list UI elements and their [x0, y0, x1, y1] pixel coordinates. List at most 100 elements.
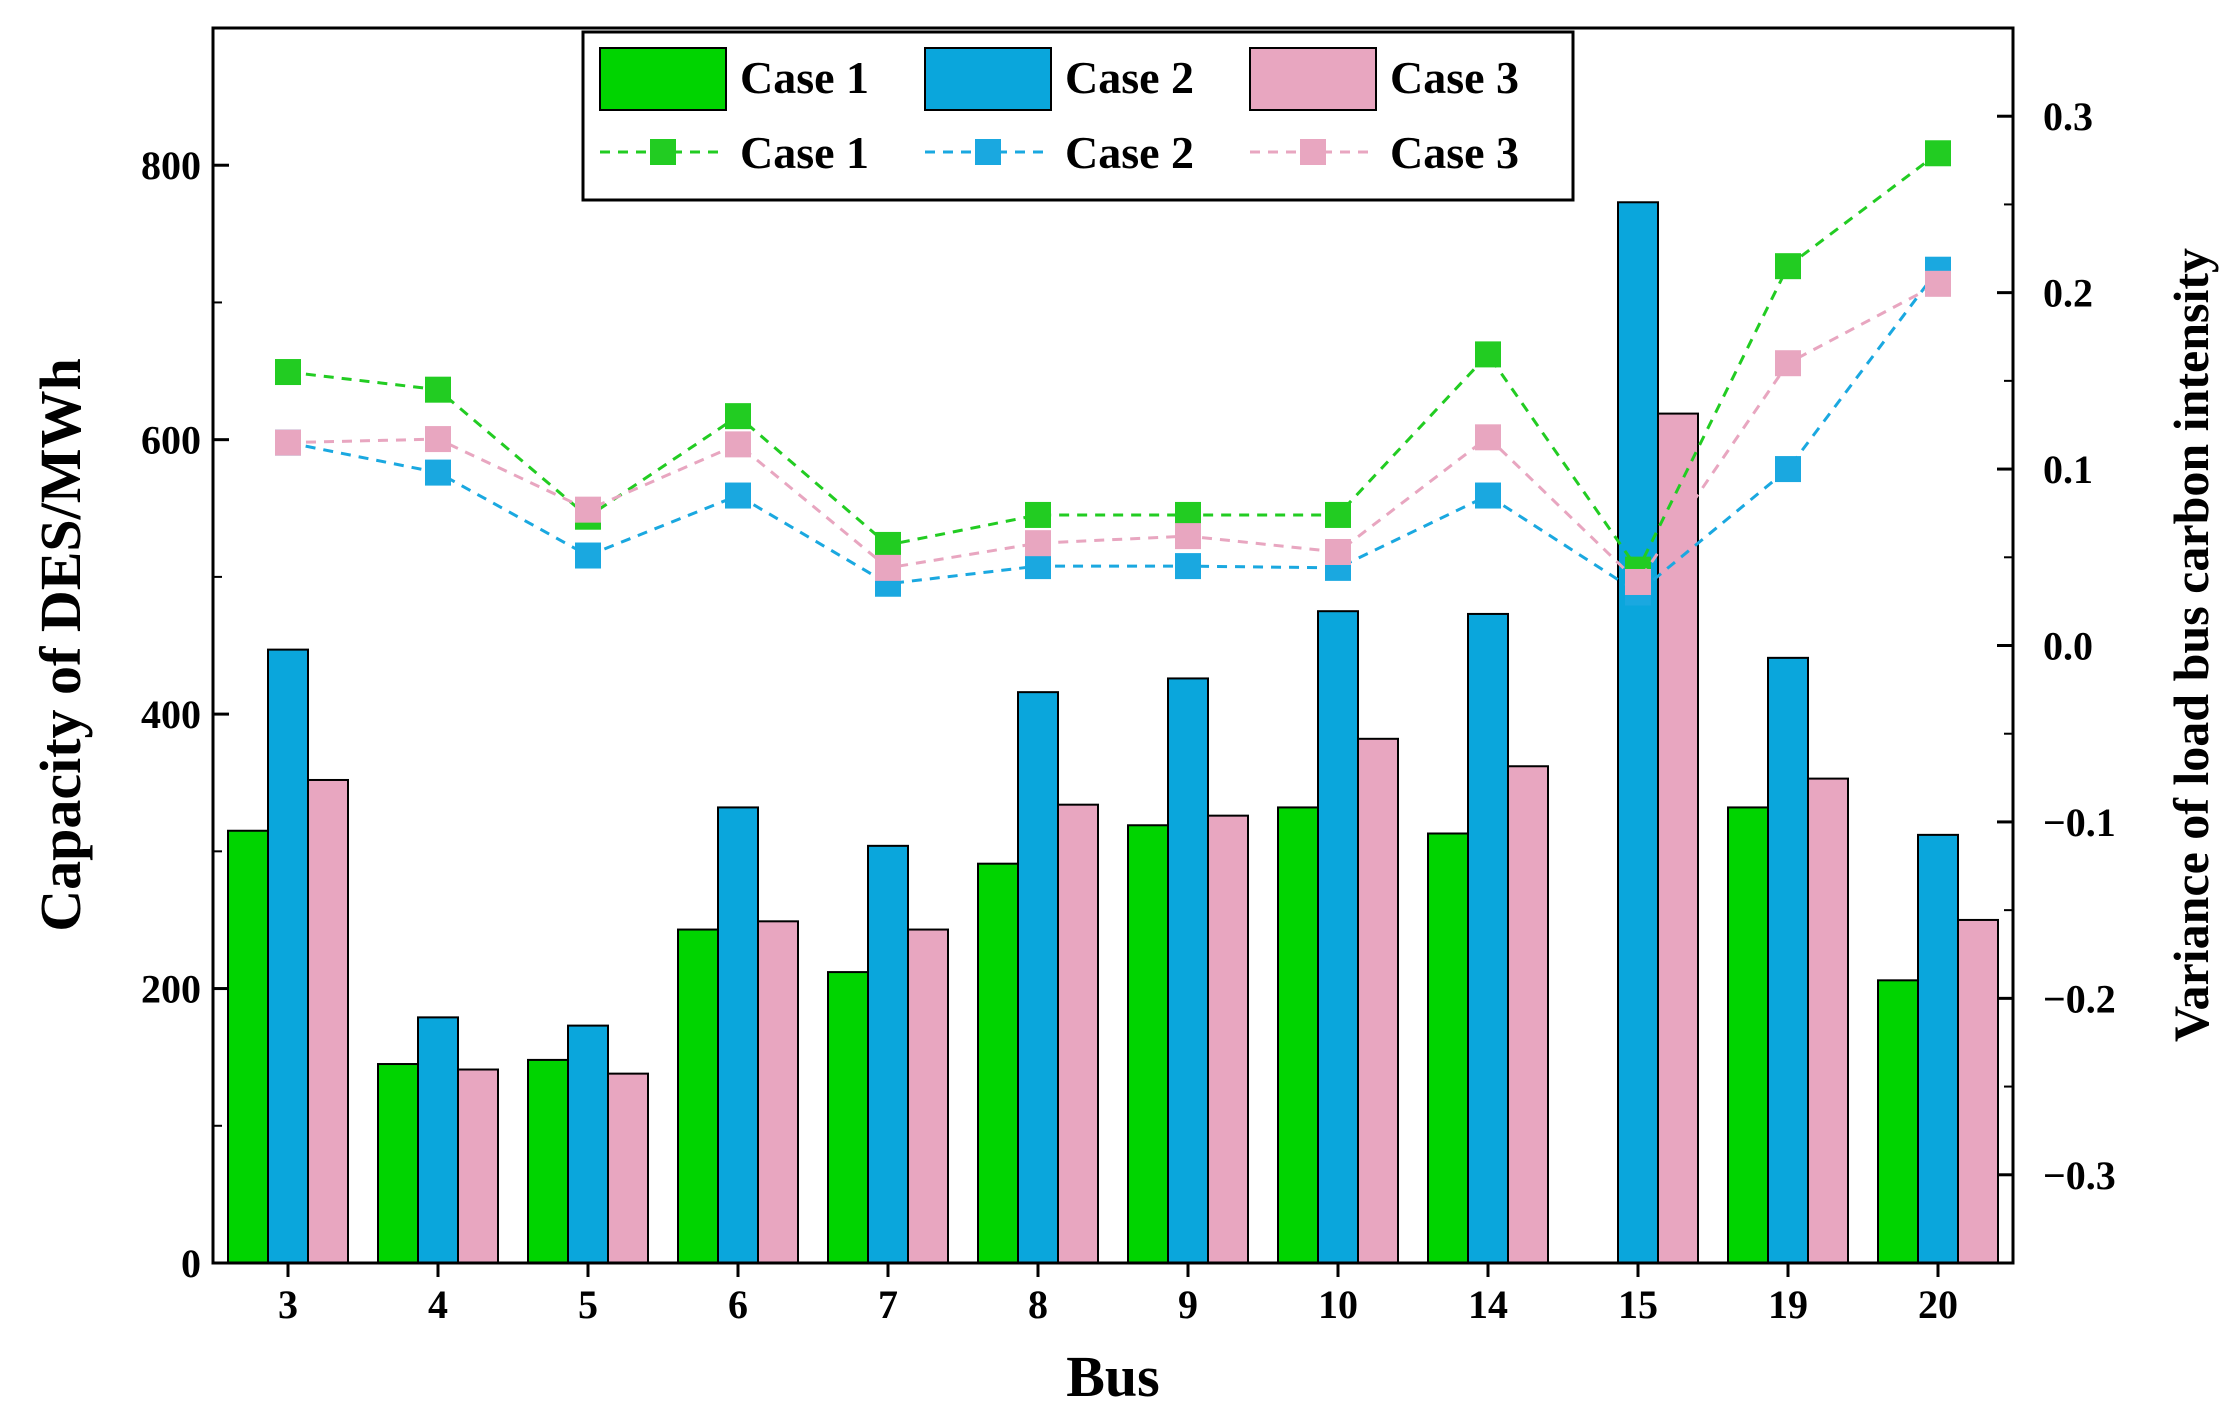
y-left-tick-label: 600	[141, 418, 201, 463]
bar-case2-bus-14	[1467, 612, 1509, 1264]
legend-label-line-case2: Case 2	[1065, 127, 1194, 178]
bar-case1-bus-10	[1277, 806, 1319, 1265]
marker-case1-bus-6	[725, 403, 751, 430]
bar-case1-bus-6	[677, 928, 719, 1264]
bar-case2-bus-10	[1317, 610, 1359, 1264]
bar-case1-bus-7	[827, 971, 869, 1264]
legend-label-bar-case2: Case 2	[1065, 52, 1194, 103]
marker-case2-bus-4	[425, 459, 451, 486]
marker-case1-bus-4	[425, 376, 451, 403]
bar-case2-bus-4	[417, 1016, 459, 1264]
y-axis-left-label: Capacity of DES/MWh	[28, 358, 93, 932]
marker-case2-bus-14	[1475, 482, 1501, 509]
x-tick-label: 4	[428, 1282, 448, 1327]
y-right-tick-label: −0.1	[2043, 800, 2116, 845]
marker-case3-bus-5	[575, 496, 601, 523]
legend-marker-case2	[975, 139, 1001, 165]
marker-case1-bus-19	[1775, 253, 1801, 280]
bar-case3-bus-10	[1357, 737, 1399, 1264]
marker-case3-bus-7	[875, 554, 901, 581]
bar-case1-bus-9	[1127, 824, 1169, 1264]
marker-case2-bus-8	[1025, 553, 1051, 580]
bar-case1-bus-8	[977, 862, 1019, 1265]
x-tick-label: 5	[578, 1282, 598, 1327]
marker-case2-bus-5	[575, 542, 601, 569]
line-case2	[287, 268, 1940, 595]
x-axis-label: Bus	[1066, 1344, 1160, 1409]
lines-layer	[275, 140, 1951, 606]
bar-case3-bus-5	[607, 1072, 649, 1264]
marker-case3-bus-15	[1625, 568, 1651, 595]
bar-case1-bus-4	[377, 1063, 419, 1265]
line-case3	[287, 282, 1939, 585]
marker-case3-bus-10	[1325, 538, 1351, 565]
marker-case1-bus-14	[1475, 341, 1501, 368]
bar-case3-bus-9	[1207, 814, 1249, 1265]
bar-case1-bus-20	[1877, 979, 1919, 1264]
bar-case1-bus-19	[1727, 806, 1769, 1265]
bar-case2-bus-7	[867, 844, 909, 1264]
bar-case2-bus-8	[1017, 691, 1059, 1264]
x-tick-label: 3	[278, 1282, 298, 1327]
bar-case1-bus-5	[527, 1058, 569, 1265]
marker-case2-bus-19	[1775, 456, 1801, 483]
x-tick-label: 6	[728, 1282, 748, 1327]
legend: Case 1 Case 2 Case 3 Case 1 Case 2 Case 3	[581, 30, 1575, 202]
marker-case1-bus-8	[1025, 501, 1051, 528]
bar-case3-bus-19	[1807, 777, 1849, 1264]
bar-case3-bus-6	[757, 920, 799, 1264]
marker-case1-bus-7	[875, 531, 901, 558]
bar-case1-bus-3	[227, 829, 269, 1264]
y-right-tick-label: 0.3	[2043, 94, 2093, 139]
marker-case3-bus-19	[1775, 350, 1801, 377]
legend-label-line-case1: Case 1	[740, 127, 869, 178]
x-tick-label: 9	[1178, 1282, 1198, 1327]
bar-case3-bus-14	[1507, 765, 1549, 1264]
y-right-tick-label: −0.3	[2043, 1153, 2116, 1198]
legend-swatch-bar-case2	[924, 47, 1052, 111]
marker-case1-bus-3	[275, 359, 301, 386]
x-tick-label: 20	[1918, 1282, 1958, 1327]
y-right-tick-label: −0.2	[2043, 976, 2116, 1021]
bar-case3-bus-20	[1957, 918, 1999, 1264]
y-right-tick-label: 0.0	[2043, 624, 2093, 669]
bar-case1-bus-14	[1427, 832, 1469, 1264]
legend-marker-case1	[650, 139, 676, 165]
marker-case2-bus-6	[725, 482, 751, 509]
x-tick-label: 15	[1618, 1282, 1658, 1327]
y-right-tick-label: 0.2	[2043, 271, 2093, 316]
marker-case3-bus-9	[1175, 523, 1201, 550]
bar-case2-bus-9	[1167, 677, 1209, 1264]
marker-case3-bus-8	[1025, 530, 1051, 557]
legend-marker-case3	[1300, 139, 1326, 165]
bar-case3-bus-3	[307, 778, 349, 1264]
bar-case3-bus-15	[1657, 412, 1699, 1265]
marker-case3-bus-3	[275, 429, 301, 456]
marker-case1-bus-10	[1325, 501, 1351, 528]
line-case1	[287, 152, 1939, 573]
bar-case3-bus-4	[457, 1068, 499, 1265]
marker-case1-bus-20	[1925, 140, 1951, 167]
bar-case2-bus-19	[1767, 656, 1809, 1264]
marker-case3-bus-14	[1475, 424, 1501, 451]
axes-layer: 0 200 400 600 800 −0.3 −0.2 −0.1 0.0 0.1 0.2 0.3 3 4 5…	[141, 94, 2116, 1327]
x-tick-label: 14	[1468, 1282, 1508, 1327]
legend-swatch-bar-case1	[599, 47, 727, 111]
bar-case2-bus-15	[1617, 201, 1659, 1264]
x-tick-label: 8	[1028, 1282, 1048, 1327]
legend-label-bar-case1: Case 1	[740, 52, 869, 103]
legend-label-bar-case3: Case 3	[1390, 52, 1519, 103]
bar-case2-bus-3	[267, 648, 309, 1264]
legend-label-line-case3: Case 3	[1390, 127, 1519, 178]
legend-swatch-bar-case3	[1249, 47, 1377, 111]
marker-case3-bus-4	[425, 426, 451, 453]
marker-case2-bus-9	[1175, 553, 1201, 580]
bar-case3-bus-8	[1057, 803, 1099, 1265]
bar-case3-bus-7	[907, 928, 949, 1264]
x-tick-label: 10	[1318, 1282, 1358, 1327]
x-tick-label: 7	[878, 1282, 898, 1327]
marker-case3-bus-6	[725, 431, 751, 458]
y-left-tick-label: 200	[141, 967, 201, 1012]
